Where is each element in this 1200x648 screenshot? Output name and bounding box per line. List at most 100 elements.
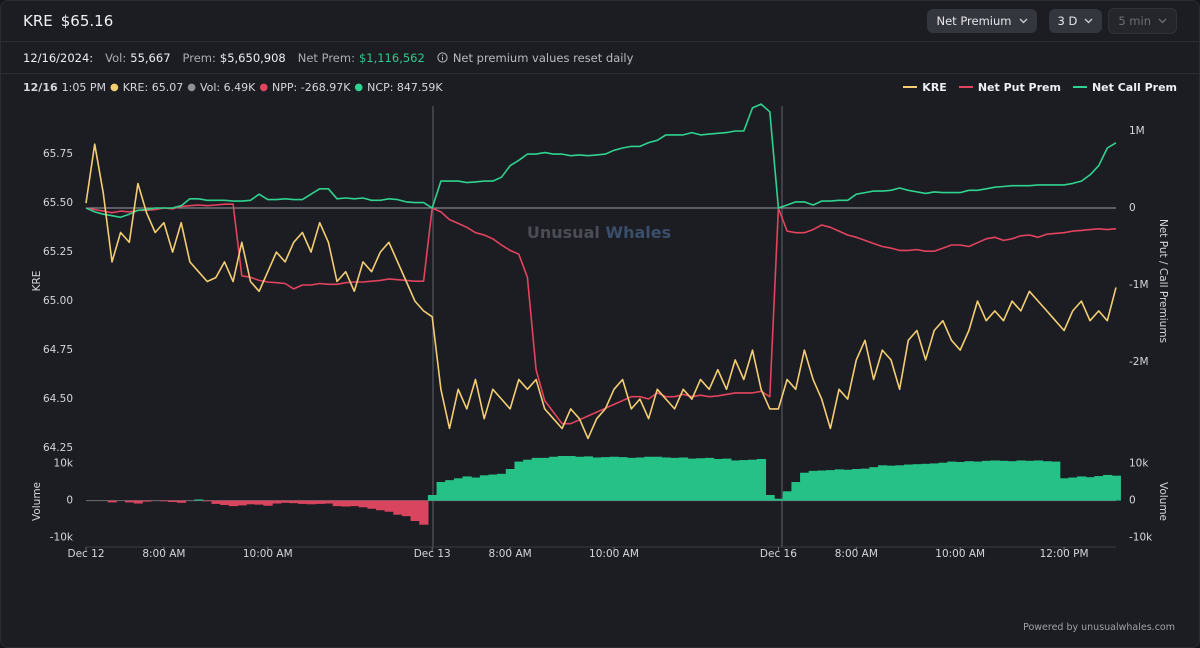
volume-bar	[800, 472, 810, 501]
y-tick-label: 0	[1129, 202, 1136, 214]
volume-bar	[601, 457, 611, 501]
x-tick-label: 8:00 AM	[835, 548, 878, 560]
volume-bar	[159, 500, 169, 502]
y-tick-label: 65.50	[43, 197, 73, 209]
crosshair-value: NCP: 847.59K	[367, 80, 443, 94]
legend-item[interactable]: Net Put Prem	[958, 81, 1061, 94]
volume-bar	[886, 465, 896, 501]
y-tick-label: 10k	[1129, 457, 1149, 469]
volume-bar	[375, 500, 386, 511]
legend-label: KRE	[922, 80, 947, 94]
volume-bar	[246, 500, 256, 505]
volume-bar	[237, 500, 247, 506]
series-line	[85, 103, 1117, 219]
volume-bar	[730, 460, 741, 501]
watermark-part: Unusual	[527, 223, 600, 242]
volume-bar	[748, 459, 758, 501]
series-line	[85, 203, 1117, 425]
dropdown-label: 3 D	[1057, 14, 1078, 28]
volume-bar	[999, 460, 1009, 501]
volume-bar	[211, 500, 221, 504]
volume-bar	[471, 477, 481, 501]
dropdown[interactable]: 3 D	[1048, 9, 1103, 33]
chevron	[1084, 18, 1093, 24]
volume-bar	[696, 458, 706, 501]
volume-bar	[393, 500, 403, 515]
price: $65.16	[60, 12, 114, 30]
volume-bar	[687, 458, 697, 501]
volume-bar	[618, 457, 628, 501]
volume-bar	[929, 463, 940, 501]
x-tick-label: 12:00 PM	[1040, 548, 1089, 560]
legend-swatch	[958, 86, 973, 88]
header: KRE $65.16 Net Premium 3 D 5 min	[1, 1, 1199, 42]
volume-bar	[1051, 461, 1061, 501]
volume-bar	[523, 459, 533, 501]
chevron	[1158, 18, 1167, 24]
crosshair-value: KRE: 65.07	[122, 80, 184, 94]
volume-bar	[557, 456, 567, 501]
y-tick-label: 1M	[1129, 125, 1145, 137]
volume-bar	[1016, 460, 1026, 501]
y-tick-label: -1M	[1129, 279, 1149, 291]
volume-bar	[332, 500, 342, 507]
y-tick-label: 65.00	[43, 295, 73, 307]
x-tick-label: Dec 12	[67, 548, 104, 560]
info-icon	[437, 52, 448, 63]
volume-bar	[289, 500, 299, 504]
volume-bar	[852, 469, 862, 501]
legend: KRE Net Put Prem Net Call Prem	[891, 81, 1177, 94]
dropdown[interactable]: Net Premium	[927, 9, 1037, 33]
stats-date: 12/16/2024:	[23, 50, 94, 65]
volume-bar	[1068, 477, 1078, 501]
volume-bar	[938, 462, 948, 501]
y-tick-label: 0	[1129, 495, 1136, 507]
volume-bar	[298, 500, 308, 504]
y-tick-label: -2M	[1129, 356, 1149, 368]
x-tick-label: 10:00 AM	[935, 548, 985, 560]
dropdown-label: 5 min	[1118, 14, 1151, 28]
legend-item[interactable]: Net Call Prem	[1072, 80, 1177, 94]
volume-bar	[419, 500, 429, 525]
volume-bar	[1059, 478, 1069, 501]
volume-bar	[713, 458, 723, 501]
volume-bar	[549, 456, 559, 501]
volume-bar	[575, 456, 585, 501]
volume-bar	[341, 500, 351, 507]
crosshair-time: 1:05 PM	[61, 80, 106, 94]
volume-bar	[947, 461, 957, 501]
volume-bar	[202, 500, 213, 502]
volume-bar	[652, 456, 663, 501]
volume-bar	[263, 500, 273, 506]
volume-bar	[176, 500, 187, 503]
volume-bar	[228, 500, 239, 507]
volume-bar	[324, 500, 334, 504]
volume-bar	[635, 457, 645, 501]
x-tick-label: Dec 16	[760, 548, 797, 560]
y-tick-label: 0	[66, 495, 73, 507]
volume-bar	[505, 469, 516, 501]
volume-bar	[1025, 460, 1035, 501]
volume-bar	[427, 495, 438, 501]
volume-bar	[661, 457, 671, 501]
volume-bar	[410, 500, 420, 521]
legend-label: Net Call Prem	[1091, 80, 1177, 94]
dropdown-label: Net Premium	[936, 14, 1012, 28]
volume-bar	[272, 500, 282, 504]
footer: Powered by unusualwhales.com	[1023, 622, 1175, 633]
volume-bar	[964, 461, 974, 501]
volume-bar	[739, 460, 749, 501]
volume-bar	[670, 457, 680, 501]
volume-bar	[367, 500, 377, 509]
bullet: ●	[109, 81, 119, 93]
legend-item[interactable]: KRE	[903, 81, 947, 94]
volume-bar	[1085, 477, 1095, 501]
stats-value: 55,667	[130, 50, 171, 65]
volume-bar	[903, 464, 914, 501]
crosshair-info: 12/16 1:05 PM ● KRE: 65.07 ● Vol: 6.49K …	[23, 77, 1177, 97]
chevron	[1019, 18, 1027, 24]
crosshair-value: NPP: -268.97K	[272, 80, 351, 94]
y2-axis-title: Net Put / Call Premiums	[1157, 219, 1169, 343]
